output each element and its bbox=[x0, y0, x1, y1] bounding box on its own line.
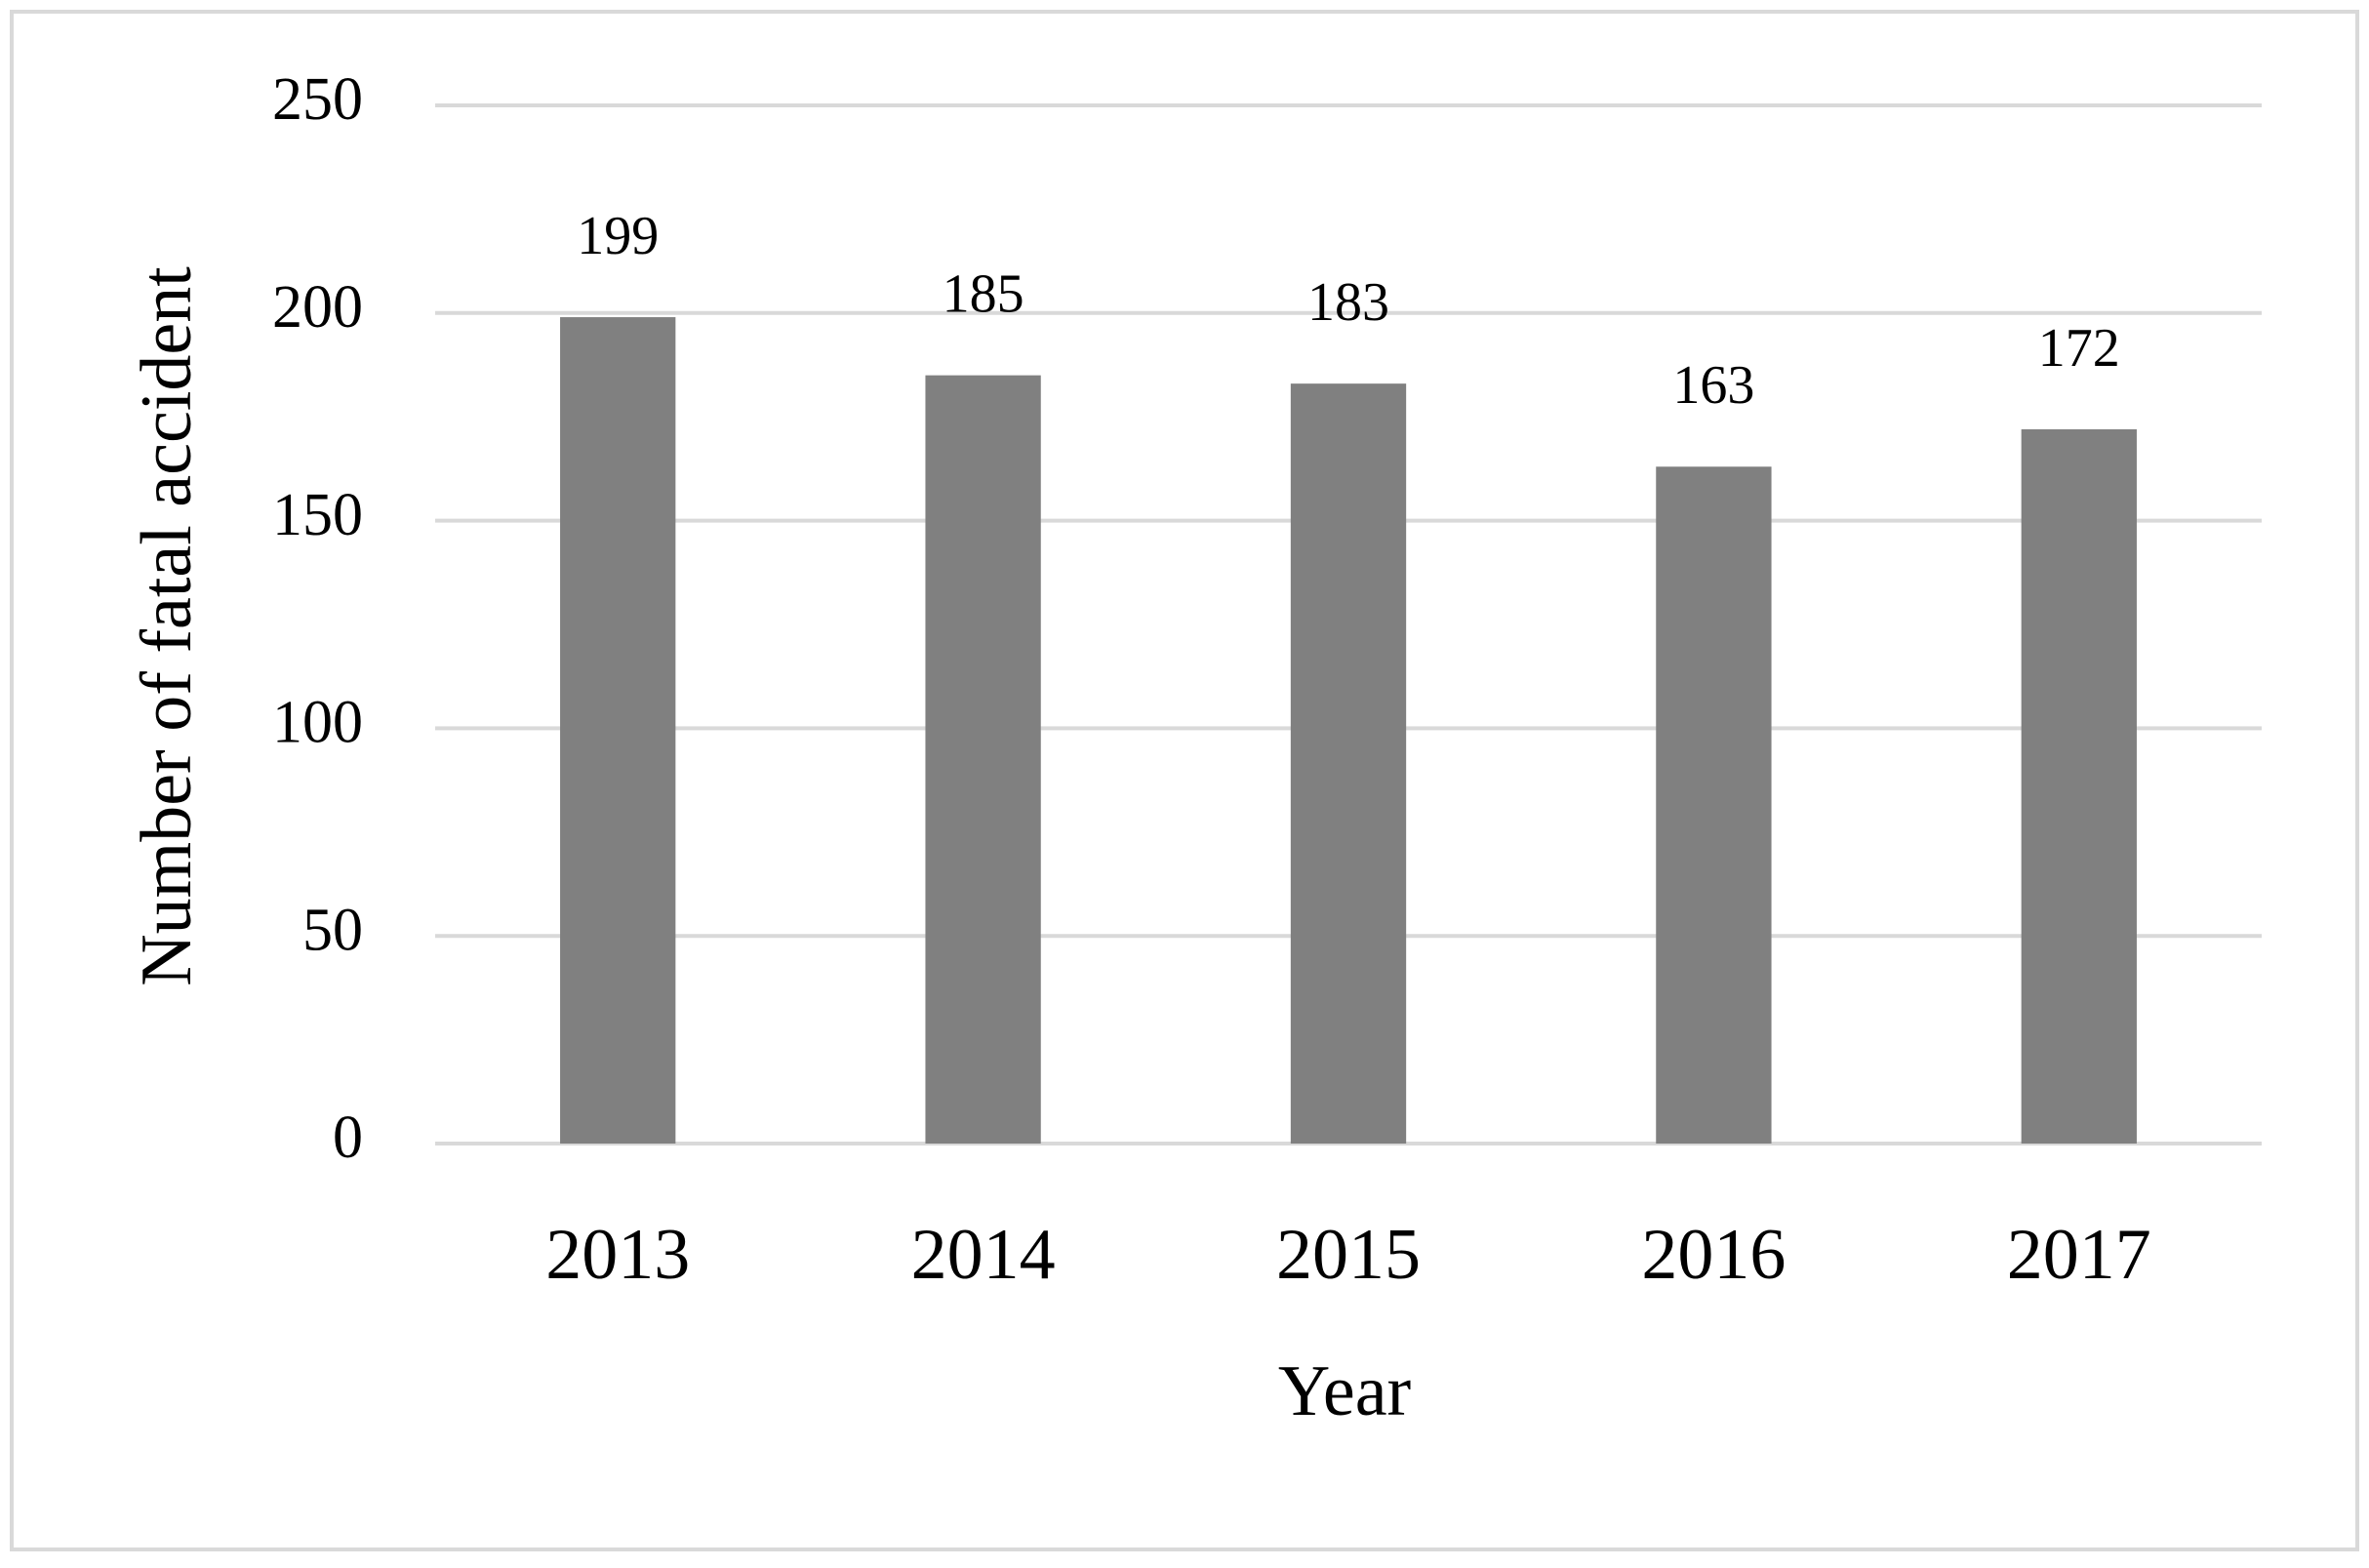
bar bbox=[560, 317, 676, 1144]
data-label: 163 bbox=[1672, 355, 1754, 416]
x-tick-label: 2017 bbox=[2007, 1215, 2151, 1295]
data-label: 183 bbox=[1307, 272, 1389, 333]
y-tick-label: 250 bbox=[272, 66, 363, 133]
data-label: 199 bbox=[577, 206, 659, 266]
x-tick-label: 2016 bbox=[1641, 1215, 1786, 1295]
y-tick-label: 200 bbox=[272, 274, 363, 341]
bar bbox=[1656, 466, 1772, 1145]
chart-frame bbox=[10, 10, 2359, 1551]
bar bbox=[2021, 428, 2137, 1144]
x-tick-label: 2013 bbox=[545, 1215, 690, 1295]
y-tick-label: 100 bbox=[272, 690, 363, 756]
y-tick-label: 0 bbox=[333, 1105, 363, 1171]
data-label: 185 bbox=[943, 263, 1024, 324]
x-axis-title: Year bbox=[1278, 1351, 1411, 1431]
x-tick-label: 2015 bbox=[1276, 1215, 1421, 1295]
y-tick-label: 150 bbox=[272, 482, 363, 548]
data-label: 172 bbox=[2038, 318, 2120, 379]
y-axis-title: Number of fatal accident bbox=[127, 266, 207, 986]
bar bbox=[925, 375, 1041, 1144]
y-tick-label: 50 bbox=[302, 897, 363, 963]
bar bbox=[1290, 383, 1407, 1145]
x-tick-label: 2014 bbox=[911, 1215, 1056, 1295]
